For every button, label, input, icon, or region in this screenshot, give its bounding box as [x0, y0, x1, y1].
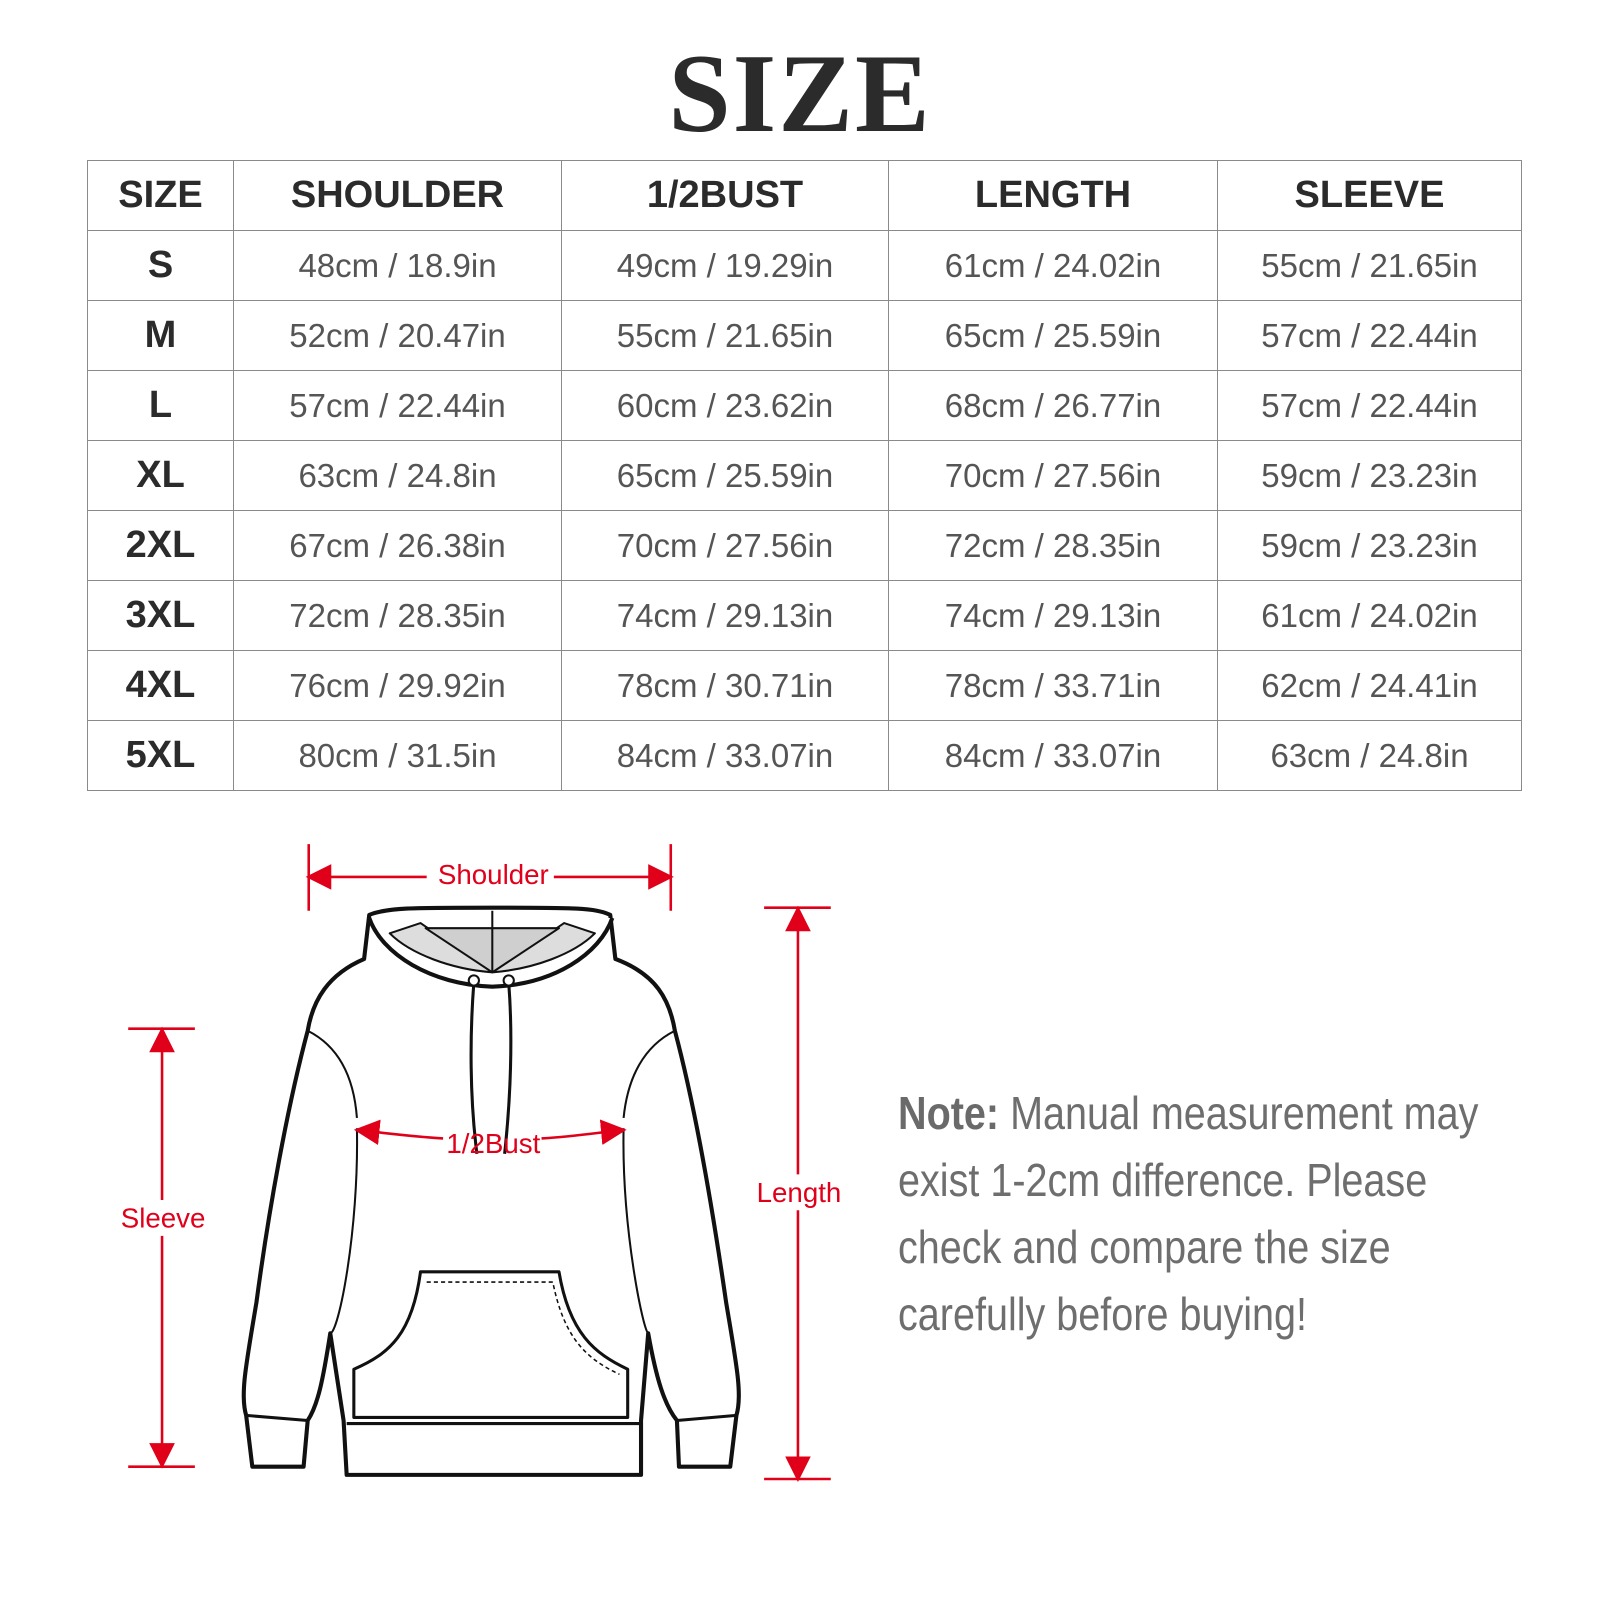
measurement-cell: 76cm / 29.92in [233, 650, 562, 721]
column-header: SLEEVE [1217, 160, 1522, 231]
measurement-lines [128, 844, 831, 1483]
measurement-cell: 65cm / 25.59in [561, 440, 889, 511]
note-text: Manual measurement may exist 1-2cm diffe… [898, 1087, 1479, 1340]
table-row: L 57cm / 22.44in 60cm / 23.62in 68cm / 26.7… [87, 370, 1522, 441]
measurement-cell: 63cm / 24.8in [1217, 720, 1522, 791]
length-label: Length [757, 1177, 842, 1208]
measurement-cell: 63cm / 24.8in [233, 440, 562, 511]
size-cell: 3XL [87, 580, 234, 651]
table-row: 5XL 80cm / 31.5in 84cm / 33.07in 84cm / 33.… [87, 720, 1522, 791]
measurement-cell: 70cm / 27.56in [561, 510, 889, 581]
measurement-cell: 78cm / 30.71in [561, 650, 889, 721]
measurement-note: Note: Manual measurement may exist 1-2cm… [898, 1080, 1483, 1348]
measurement-cell: 49cm / 19.29in [561, 230, 889, 301]
measurement-cell: 59cm / 23.23in [1217, 510, 1522, 581]
measurement-cell: 61cm / 24.02in [888, 230, 1218, 301]
table-row: M 52cm / 20.47in 55cm / 21.65in 65cm / 25.5… [87, 300, 1522, 371]
measurement-cell: 61cm / 24.02in [1217, 580, 1522, 651]
table-row: 2XL 67cm / 26.38in 70cm / 27.56in 72cm / 28… [87, 510, 1522, 581]
size-cell: XL [87, 440, 234, 511]
measurement-cell: 55cm / 21.65in [561, 300, 889, 371]
hoodie-illustration [241, 905, 741, 1477]
size-cell: S [87, 230, 234, 301]
column-header: LENGTH [888, 160, 1218, 231]
measurement-cell: 72cm / 28.35in [233, 580, 562, 651]
measurement-cell: 72cm / 28.35in [888, 510, 1218, 581]
measurement-cell: 84cm / 33.07in [561, 720, 889, 791]
table-row: 4XL 76cm / 29.92in 78cm / 30.71in 78cm / 33… [87, 650, 1522, 721]
table-row: 3XL 72cm / 28.35in 74cm / 29.13in 74cm / 29… [87, 580, 1522, 651]
table-row: S 48cm / 18.9in 49cm / 19.29in 61cm / 24.02… [87, 230, 1522, 301]
size-cell: M [87, 300, 234, 371]
measurement-cell: 62cm / 24.41in [1217, 650, 1522, 721]
measurement-cell: 55cm / 21.65in [1217, 230, 1522, 301]
size-table: SIZE SHOULDER 1/2BUST LENGTH SLEEVE S 48cm / … [87, 160, 1522, 791]
column-header: SIZE [87, 160, 234, 231]
measurement-cell: 59cm / 23.23in [1217, 440, 1522, 511]
table-header-row: SIZE SHOULDER 1/2BUST LENGTH SLEEVE [87, 160, 1522, 231]
measurement-cell: 74cm / 29.13in [888, 580, 1218, 651]
column-header: 1/2BUST [561, 160, 889, 231]
measurement-cell: 84cm / 33.07in [888, 720, 1218, 791]
measurement-cell: 48cm / 18.9in [233, 230, 562, 301]
sleeve-label: Sleeve [121, 1203, 206, 1234]
measurement-cell: 74cm / 29.13in [561, 580, 889, 651]
measurement-cell: 68cm / 26.77in [888, 370, 1218, 441]
measurement-cell: 60cm / 23.62in [561, 370, 889, 441]
measurement-cell: 65cm / 25.59in [888, 300, 1218, 371]
measurement-cell: 57cm / 22.44in [1217, 300, 1522, 371]
measurement-cell: 67cm / 26.38in [233, 510, 562, 581]
size-cell: 4XL [87, 650, 234, 721]
note-label: Note: [898, 1087, 1000, 1139]
measurement-cell: 57cm / 22.44in [1217, 370, 1522, 441]
size-cell: L [87, 370, 234, 441]
page-title: SIZE [668, 32, 932, 156]
measurement-cell: 52cm / 20.47in [233, 300, 562, 371]
shoulder-label: Shoulder [438, 859, 549, 890]
bust-label: 1/2Bust [446, 1128, 540, 1159]
size-cell: 5XL [87, 720, 234, 791]
table-row: XL 63cm / 24.8in 65cm / 25.59in 70cm / 27.5… [87, 440, 1522, 511]
measurement-cell: 80cm / 31.5in [233, 720, 562, 791]
